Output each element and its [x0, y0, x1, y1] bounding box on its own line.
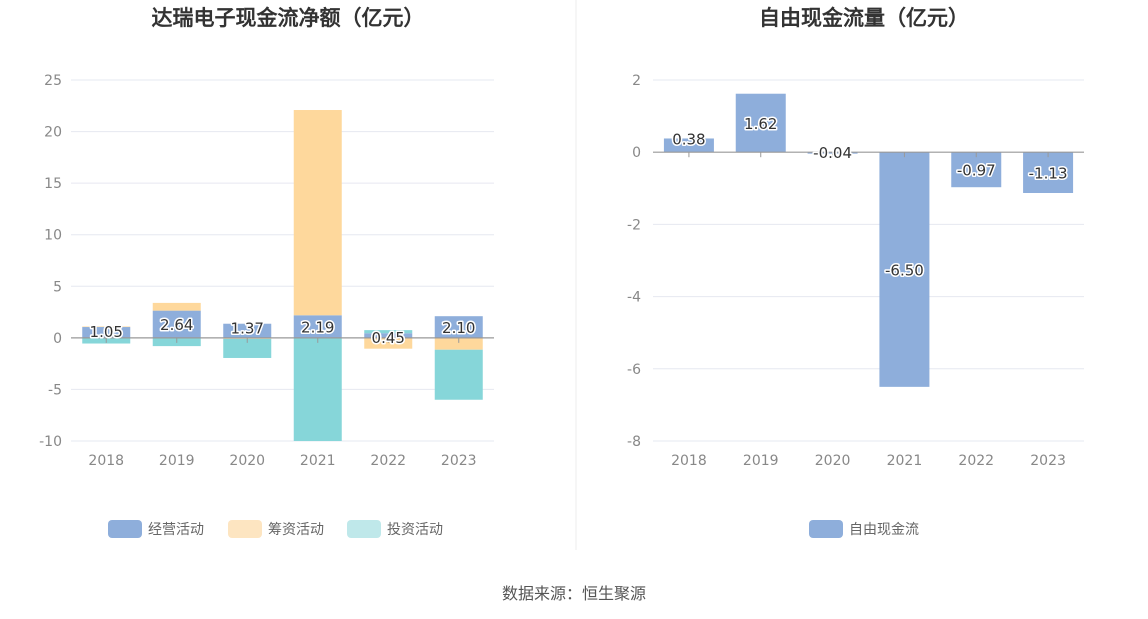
chart1-bar-3-2021	[293, 337, 342, 441]
chart1-data-label: 2.64	[160, 316, 193, 334]
chart2-bar-2019	[735, 93, 786, 153]
chart1-data-label: 2.19	[301, 319, 334, 337]
chart1-ytick-label: -10	[39, 434, 62, 450]
chart1-data-label: 1.37	[231, 320, 264, 338]
chart2-xtick-label: 2019	[743, 453, 779, 469]
chart1-xtick-label: 2020	[229, 453, 265, 469]
chart1-ytick-label: 0	[53, 331, 62, 347]
chart1-bar-2-2021	[293, 110, 342, 316]
chart1-bar-2-2018	[82, 326, 131, 328]
chart1-xtick-label: 2021	[300, 453, 336, 469]
chart2-xtick-label: 2021	[887, 453, 923, 469]
chart1-bar-1-2023	[434, 316, 483, 338]
chart1-title: 达瑞电子现金流净额（亿元）	[152, 6, 425, 30]
chart1-legend-swatch	[347, 520, 381, 538]
chart1-data-label: 2.10	[442, 319, 475, 337]
chart2-data-label: 1.62	[744, 115, 777, 133]
chart1-bar-3-2022	[364, 330, 413, 334]
chart1-bar-1-2018	[82, 327, 131, 338]
chart2-ytick-label: -6	[627, 362, 641, 378]
chart2-legend-label: 自由现金流	[849, 522, 919, 538]
chart2-xtick-label: 2022	[958, 453, 994, 469]
chart1-bar-3-2023	[434, 349, 483, 400]
chart2-legend-swatch	[809, 520, 843, 538]
chart2-ytick-label: 2	[632, 73, 641, 89]
chart2-xtick-label: 2023	[1030, 453, 1066, 469]
chart2-ytick-label: -4	[627, 290, 641, 306]
chart2-bar-2022	[951, 152, 1002, 188]
chart1-legend-label: 筹资活动	[268, 521, 324, 538]
chart1-ytick-label: 20	[44, 125, 62, 141]
chart2-bar-2023	[1023, 152, 1074, 193]
chart1-bar-1-2021	[293, 315, 342, 338]
chart1-ytick-label: 15	[44, 176, 62, 192]
chart2-data-label: -1.13	[1029, 165, 1068, 183]
chart1-xtick-label: 2023	[441, 453, 477, 469]
chart1-data-label: 1.05	[90, 323, 123, 341]
chart1-bar-3-2020	[223, 338, 272, 358]
chart2-ytick-label: 0	[632, 145, 641, 161]
chart1-legend-label: 经营活动	[148, 522, 204, 538]
chart1-legend-swatch	[108, 520, 142, 538]
chart1-data-label: 0.45	[372, 329, 405, 347]
chart2-bar-2021	[879, 152, 930, 387]
chart1-bar-2-2023	[434, 337, 483, 350]
chart1-ytick-label: 10	[44, 228, 62, 244]
chart2-xtick-label: 2018	[671, 453, 707, 469]
chart1-xtick-label: 2022	[370, 453, 406, 469]
chart1-bar-1-2019	[152, 310, 201, 338]
chart1-ytick-label: -5	[48, 382, 62, 398]
chart2-ytick-label: -2	[627, 217, 641, 233]
source-note: 数据来源：恒生聚源	[501, 584, 646, 603]
chart2-bar-2018	[663, 138, 714, 153]
chart1-bar-2-2022	[364, 337, 413, 349]
chart2-data-label: -0.97	[957, 162, 996, 180]
chart1-xtick-label: 2019	[159, 453, 195, 469]
chart1-legend-label: 投资活动	[387, 522, 443, 538]
chart2-ytick-label: -8	[627, 434, 641, 450]
chart1-legend-swatch	[228, 520, 262, 538]
chart2-data-label: -0.04	[813, 144, 852, 162]
chart1-bar-1-2020	[223, 323, 272, 338]
chart1-bar-1-2022	[364, 333, 413, 338]
chart1-bar-2-2019	[152, 302, 201, 311]
chart1-ytick-label: 25	[44, 73, 62, 89]
chart2-data-label: -6.50	[885, 262, 924, 280]
chart2-title: 自由现金流量（亿元）	[759, 6, 969, 30]
chart1-xtick-label: 2018	[88, 453, 124, 469]
chart2-data-label: 0.38	[672, 130, 705, 148]
chart1-ytick-label: 5	[53, 279, 62, 295]
chart2-xtick-label: 2020	[815, 453, 851, 469]
